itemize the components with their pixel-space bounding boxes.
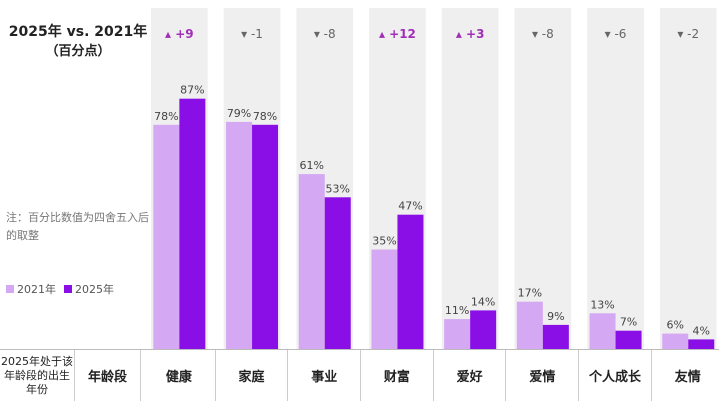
change-label-1: ▾ -1 [241, 27, 263, 41]
bar-2021-4 [444, 319, 471, 349]
column-bg-5 [514, 8, 572, 349]
legend-swatch-2025 [64, 285, 72, 293]
change-label-6: ▾ -6 [605, 27, 627, 41]
value-label-2025-0: 87% [180, 84, 204, 97]
chart-title: 2025年 vs. 2021年 （百分点） [8, 22, 148, 62]
legend-swatch-2021 [6, 285, 14, 293]
bar-2025-5 [542, 324, 569, 349]
category-label-1: 家庭 [216, 350, 289, 401]
value-label-2021-6: 13% [590, 298, 614, 311]
title-line-1: 2025年 vs. 2021年 [8, 24, 148, 40]
value-label-2021-3: 35% [372, 235, 396, 248]
legend-label-2025: 2025年 [75, 283, 114, 296]
value-label-2021-1: 79% [227, 107, 251, 120]
bar-2025-7 [688, 339, 715, 349]
bar-2025-0 [179, 98, 206, 349]
change-label-2: ▾ -8 [314, 27, 336, 41]
category-label-7: 友情 [652, 350, 719, 401]
category-label-2: 事业 [288, 350, 362, 401]
bar-2021-5 [516, 301, 543, 349]
category-label-5: 爱情 [507, 350, 580, 401]
bar-2025-6 [615, 330, 642, 349]
bar-2025-1 [252, 124, 279, 349]
legend-label-2021: 2021年 [17, 283, 56, 296]
category-label-0: 健康 [143, 350, 216, 401]
legend: 2021年 2025年 [6, 281, 122, 297]
column-bg-4 [441, 8, 499, 349]
column-bg-7 [659, 8, 717, 349]
legend-item-2021: 2021年 [6, 281, 56, 297]
bar-2021-6 [589, 313, 616, 349]
value-label-2025-5: 9% [547, 310, 564, 323]
category-label-3: 财富 [361, 350, 434, 401]
value-label-2025-1: 78% [253, 110, 277, 123]
value-label-2021-0: 78% [154, 110, 178, 123]
value-label-2025-3: 47% [398, 200, 422, 213]
age-group-header: 年龄段 [75, 350, 141, 401]
bar-2021-7 [662, 333, 689, 349]
column-bg-6 [587, 8, 644, 349]
value-label-2025-4: 14% [471, 295, 495, 308]
change-label-0: ▴ +9 [165, 27, 194, 41]
category-label-6: 个人成长 [579, 350, 652, 401]
bar-2021-3 [371, 249, 398, 349]
bar-2021-2 [298, 174, 325, 349]
change-label-4: ▴ +3 [456, 27, 485, 41]
bar-2021-1 [226, 121, 253, 349]
category-row: 2025年处于该年龄段的出生年份 年龄段 健康 家庭 事业 财富 爱好 爱情 个人成长 友情 [0, 349, 719, 401]
value-label-2021-5: 17% [518, 287, 542, 300]
change-label-5: ▾ -8 [532, 27, 554, 41]
title-line-2: （百分点） [45, 44, 111, 59]
category-label-4: 爱好 [434, 350, 507, 401]
bar-2025-2 [324, 197, 351, 349]
value-label-2025-6: 7% [620, 316, 637, 329]
rounding-note: 注：百分比数值为四舍五入后的取整 [6, 211, 149, 242]
change-label-7: ▾ -2 [677, 27, 699, 41]
value-label-2021-2: 61% [300, 159, 324, 172]
value-label-2021-4: 11% [445, 304, 469, 317]
value-label-2025-2: 53% [326, 182, 350, 195]
bar-chart: ▴ +978%87%▾ -179% 78%▾ -861%53%▴ +1235%47… [151, 8, 717, 349]
bar-2021-0 [153, 124, 180, 349]
value-label-2021-7: 6% [667, 319, 684, 332]
value-label-2025-7: 4% [693, 324, 710, 337]
bar-2025-3 [397, 214, 424, 349]
legend-item-2025: 2025年 [64, 281, 114, 297]
change-label-3: ▴ +12 [379, 27, 416, 41]
birth-year-header: 2025年处于该年龄段的出生年份 [0, 350, 75, 401]
bar-2025-4 [470, 310, 497, 349]
